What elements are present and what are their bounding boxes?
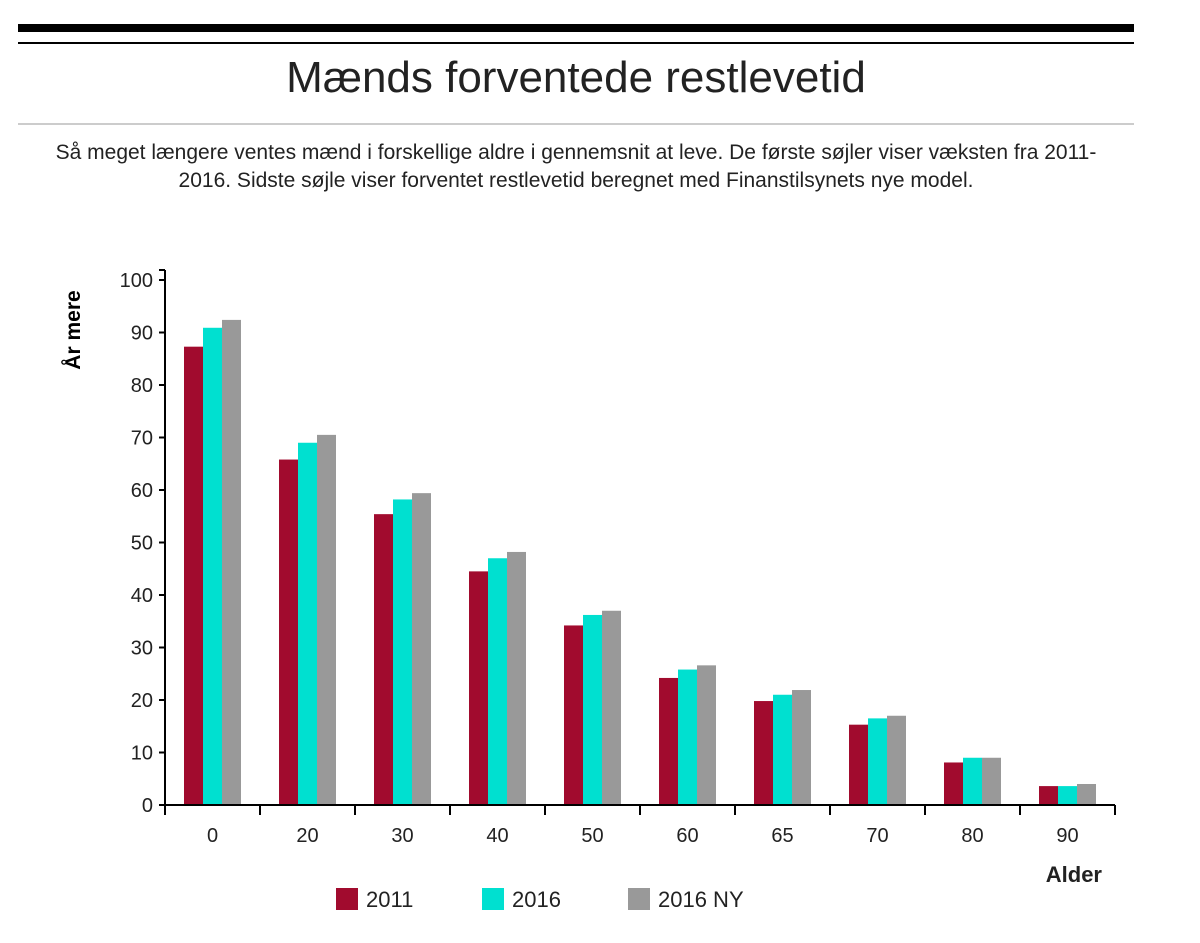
y-tick-label: 40 (131, 585, 153, 607)
bar-2016-60 (678, 669, 697, 805)
chart-subtitle: Så meget længere ventes mænd i forskelli… (55, 141, 1097, 192)
y-tick-label: 80 (131, 375, 153, 397)
x-axis-label: Alder (1046, 862, 1103, 887)
bar-2011-65 (754, 701, 773, 805)
bar-2016-ny-30 (412, 493, 431, 805)
bar-2011-60 (659, 677, 678, 805)
bar-2016-65 (773, 694, 792, 805)
y-tick-label: 0 (142, 795, 153, 817)
bar-2016-50 (583, 614, 602, 805)
x-tick-label: 65 (771, 825, 793, 847)
bar-2016-ny-90 (1077, 784, 1096, 805)
bar-2011-50 (564, 625, 583, 805)
bar-2016-20 (298, 442, 317, 805)
legend-swatch-2016-ny (628, 888, 650, 910)
bar-2011-0 (184, 346, 203, 805)
bar-2016-40 (488, 558, 507, 805)
bar-2016-ny-50 (602, 610, 621, 805)
bar-2016-70 (868, 718, 887, 805)
legend-label-2016: 2016 (512, 887, 561, 912)
labels-group: 0 10 20 30 40 50 60 70 80 90 100 0 20 30 40 50 60 65 70 80 9… (61, 270, 1102, 887)
bar-2011-70 (849, 724, 868, 805)
x-tick-label: 40 (486, 825, 508, 847)
legend-swatch-2016 (482, 888, 504, 910)
bar-2016-ny-65 (792, 690, 811, 805)
x-tick-label: 20 (296, 825, 318, 847)
bar-2016-30 (393, 499, 412, 805)
x-tick-label: 0 (207, 825, 218, 847)
x-tick-label: 50 (581, 825, 603, 847)
bar-2016-80 (963, 757, 982, 805)
bars-group (184, 319, 1096, 805)
bar-2016-ny-70 (887, 715, 906, 805)
axes-group (159, 269, 1116, 815)
legend: 2011 2016 2016 NY (336, 887, 744, 912)
y-tick-label: 10 (131, 743, 153, 765)
bar-2016-ny-80 (982, 757, 1001, 805)
top-thin-rule (18, 42, 1134, 44)
chart-title: Mænds forventede restlevetid (286, 53, 866, 102)
bar-2016-ny-20 (317, 434, 336, 805)
legend-label-2011: 2011 (366, 887, 413, 912)
bar-2011-80 (944, 762, 963, 805)
x-tick-label: 70 (866, 825, 888, 847)
y-tick-label: 70 (131, 428, 153, 450)
y-tick-label: 100 (120, 270, 153, 292)
x-tick-label: 30 (391, 825, 413, 847)
bar-2016-90 (1058, 786, 1077, 805)
bar-2016-ny-0 (222, 319, 241, 805)
x-tick-label: 90 (1056, 825, 1078, 847)
y-tick-label: 50 (131, 533, 153, 555)
bar-2016-ny-60 (697, 665, 716, 805)
y-tick-label: 90 (131, 323, 153, 345)
bar-2011-30 (374, 514, 393, 805)
y-axis-label: År mere (61, 290, 85, 369)
x-tick-label: 80 (961, 825, 983, 847)
bar-2011-20 (279, 459, 298, 805)
top-thick-rule (18, 24, 1134, 32)
y-tick-label: 30 (131, 638, 153, 660)
legend-label-2016-ny: 2016 NY (658, 887, 744, 912)
legend-swatch-2011 (336, 888, 358, 910)
bar-2016-0 (203, 327, 222, 805)
y-tick-label: 60 (131, 480, 153, 502)
x-tick-label: 60 (676, 825, 698, 847)
y-tick-label: 20 (131, 690, 153, 712)
bar-2011-90 (1039, 786, 1058, 805)
bar-2016-ny-40 (507, 551, 526, 805)
bar-2011-40 (469, 571, 488, 805)
title-divider (18, 123, 1134, 125)
